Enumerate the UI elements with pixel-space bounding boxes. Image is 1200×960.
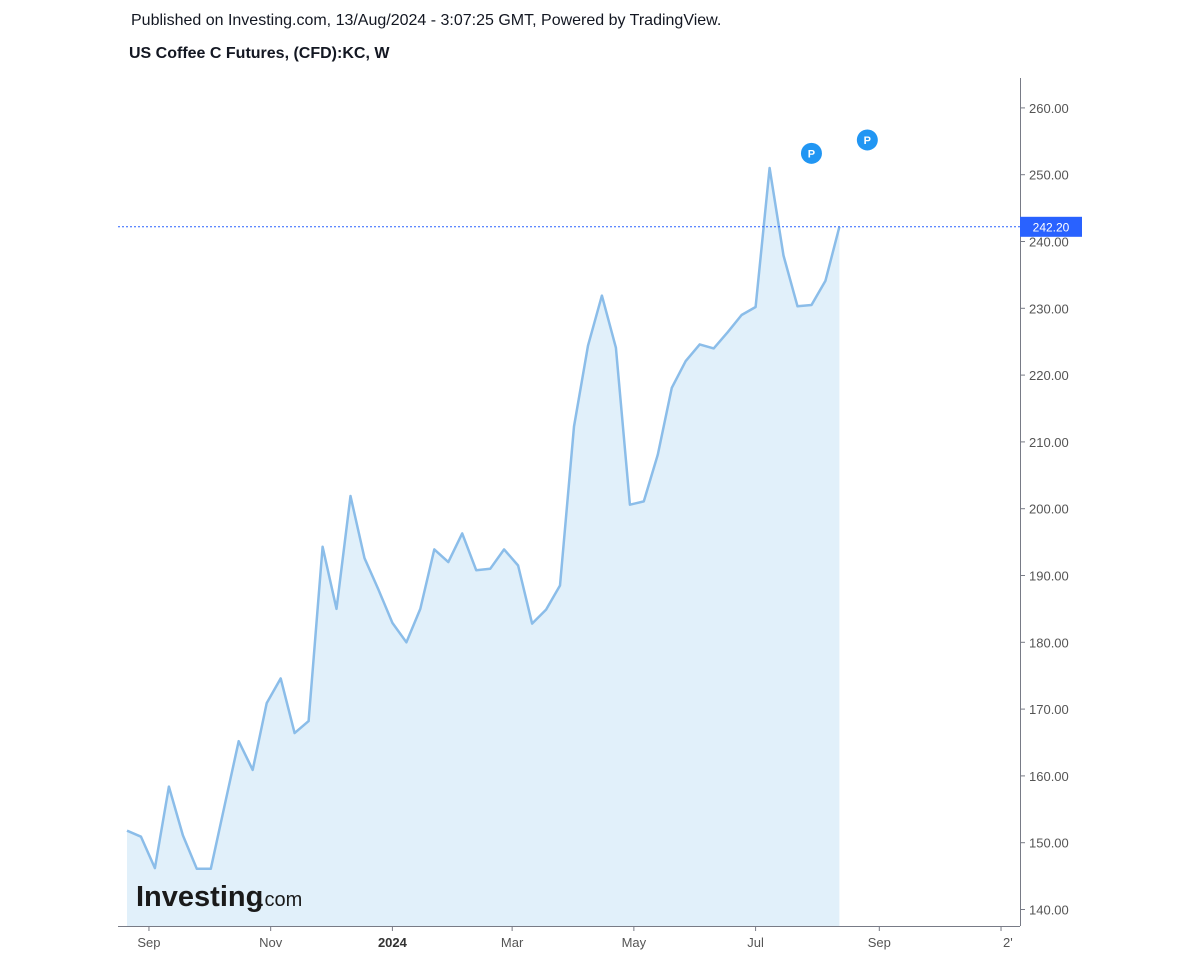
last-value-label: 242.20: [1033, 220, 1070, 234]
last-value-badge: [1020, 216, 1082, 237]
y-tick-label: 230.00: [1029, 301, 1069, 316]
y-tick-label: 190.00: [1029, 569, 1069, 584]
y-tick-label: 170.00: [1029, 702, 1069, 717]
y-tick-label: 150.00: [1029, 836, 1069, 851]
x-tick-label: 2024: [378, 935, 408, 950]
axes-layer: 140.00 150.00 160.00 170.00 180.00 190.00 200.…: [118, 78, 1082, 950]
y-tick-label: 140.00: [1029, 903, 1069, 918]
marker-layer: PP: [800, 129, 878, 164]
y-tick-label: 180.00: [1029, 635, 1069, 650]
event-marker[interactable]: P: [856, 129, 878, 151]
y-tick-label: 240.00: [1029, 235, 1069, 250]
investing-logo: Investing .com: [136, 881, 302, 913]
y-tick-label: 260.00: [1029, 101, 1069, 116]
chart-title: US Coffee C Futures, (CFD):KC, W: [129, 45, 390, 62]
x-tick-label: May: [622, 935, 647, 950]
area-fill: [127, 168, 840, 926]
x-tick-label: Sep: [868, 935, 891, 950]
x-tick-label: 2': [1003, 935, 1013, 950]
y-tick-label: 220.00: [1029, 368, 1069, 383]
y-tick-label: 250.00: [1029, 168, 1069, 183]
y-tick-label: 200.00: [1029, 502, 1069, 517]
event-marker[interactable]: P: [800, 142, 822, 164]
y-tick-label: 210.00: [1029, 435, 1069, 450]
line-layer: [126, 166, 841, 871]
event-marker-circle: [856, 129, 878, 151]
x-tick-label: Mar: [501, 935, 524, 950]
logo-text: Investing: [136, 881, 263, 913]
event-marker-label: P: [864, 135, 871, 147]
y-tick-label: 160.00: [1029, 769, 1069, 784]
event-marker-circle: [800, 142, 822, 164]
event-marker-label: P: [808, 148, 815, 160]
logo-suffix: .com: [259, 889, 302, 911]
area-layer: [127, 168, 840, 926]
x-tick-label: Jul: [747, 935, 764, 950]
x-tick-label: Nov: [259, 935, 283, 950]
x-tick-label: Sep: [137, 935, 160, 950]
published-caption: Published on Investing.com, 13/Aug/2024 …: [131, 12, 722, 29]
price-line: [126, 166, 841, 871]
